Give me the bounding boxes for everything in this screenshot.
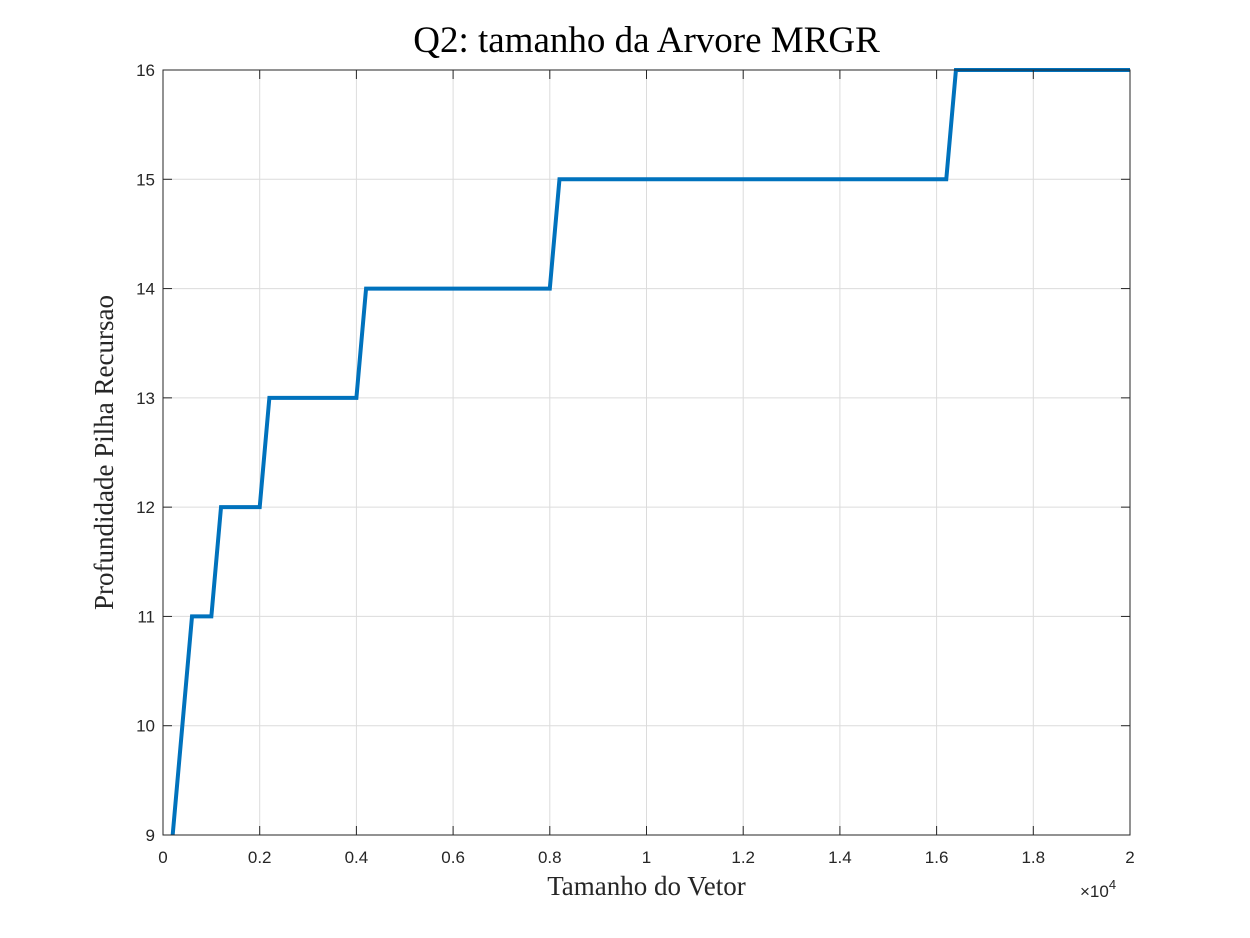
x-axis-title: Tamanho do Vetor bbox=[547, 871, 746, 901]
x-tick-label: 0.8 bbox=[538, 848, 562, 867]
y-tick-label: 11 bbox=[137, 607, 155, 626]
y-axis-title: Profundidade Pilha Recursao bbox=[89, 295, 119, 610]
x-tick-label: 1.8 bbox=[1021, 848, 1045, 867]
y-tick-label: 13 bbox=[136, 389, 155, 408]
x-tick-label: 0.2 bbox=[248, 848, 272, 867]
y-tick-label: 9 bbox=[146, 826, 155, 845]
x-tick-label: 0.6 bbox=[441, 848, 465, 867]
y-tick-label: 10 bbox=[136, 717, 155, 736]
grid-layer bbox=[162, 69, 1131, 836]
y-tick-label: 16 bbox=[136, 61, 155, 80]
data-layer bbox=[170, 68, 1130, 836]
x-tick-label: 0.4 bbox=[345, 848, 369, 867]
x-multiplier-exponent: 4 bbox=[1109, 877, 1116, 892]
x-tick-label: 1.4 bbox=[828, 848, 852, 867]
y-tick-label: 14 bbox=[136, 280, 155, 299]
series-line bbox=[170, 68, 1130, 836]
tick-layer: 0 0.2 0.4 0.6 0.8 1 1.2 1.4 1.6 1.8 2 9 10 11 12 13 14 15… bbox=[136, 61, 1135, 867]
x-tick-label: 2 bbox=[1125, 848, 1134, 867]
x-multiplier-base: ×10 bbox=[1080, 882, 1109, 901]
x-tick-label: 1.6 bbox=[925, 848, 949, 867]
x-tick-label: 0 bbox=[158, 848, 167, 867]
x-axis-multiplier: ×104 bbox=[1080, 877, 1116, 901]
y-tick-label: 12 bbox=[136, 498, 155, 517]
x-tick-label: 1.2 bbox=[731, 848, 755, 867]
y-tick-label: 15 bbox=[136, 170, 155, 189]
x-tick-label: 1 bbox=[642, 848, 651, 867]
chart-title: Q2: tamanho da Arvore MRGR bbox=[413, 20, 880, 61]
